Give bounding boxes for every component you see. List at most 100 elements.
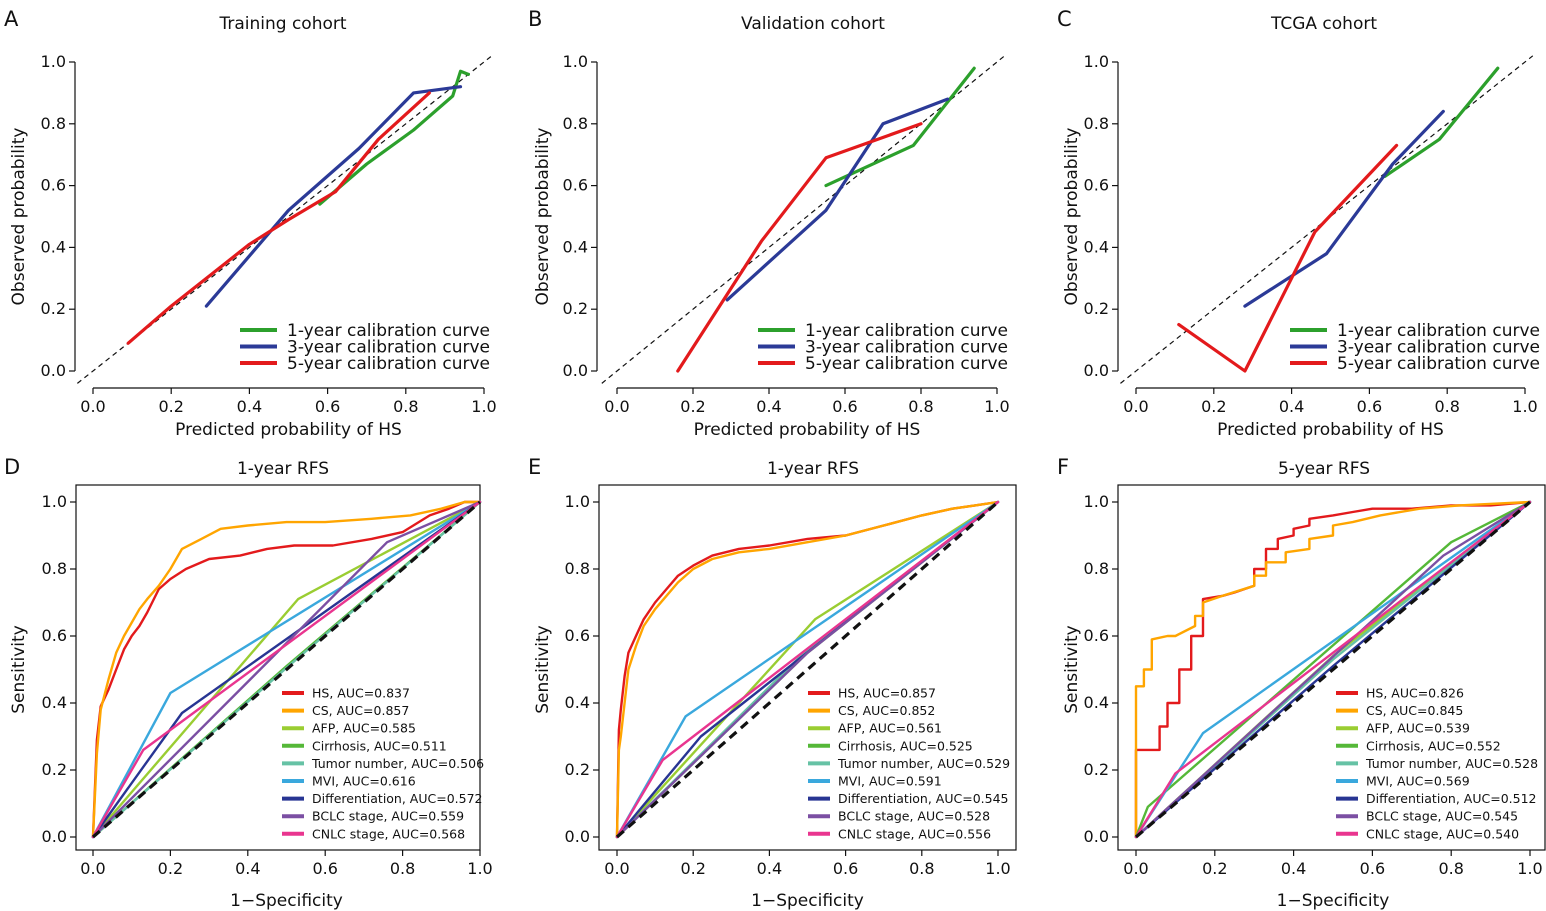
- series-line-1-year-calibration-curve: [318, 69, 470, 206]
- legend-entry: 5-year calibration curve: [287, 354, 490, 374]
- x-axis-label: 1−Specificity: [1277, 891, 1390, 911]
- x-tick-label: 0.4: [756, 397, 781, 416]
- x-tick-label: 0.4: [757, 859, 782, 878]
- x-tick-label: 0.6: [832, 397, 857, 416]
- legend-entry: Tumor number, AUC=0.528: [1365, 756, 1538, 771]
- x-tick-label: 0.2: [1202, 859, 1227, 878]
- plot-frame: [598, 484, 1017, 851]
- x-tick-label: 0.0: [80, 397, 105, 416]
- x-tick-label: 0.0: [1123, 397, 1148, 416]
- y-tick-label: 0.4: [1084, 693, 1109, 712]
- y-tick-label: 0.4: [41, 237, 66, 256]
- y-tick-label: 1.0: [41, 52, 66, 71]
- x-tick-label: 0.2: [158, 397, 183, 416]
- panel-label: B: [528, 7, 542, 31]
- y-axis-label: Observed probability: [1062, 128, 1082, 306]
- y-axis-label: Sensitivity: [1062, 625, 1082, 714]
- legend-entry: Cirrhosis, AUC=0.525: [838, 738, 973, 753]
- series-line-5-year-calibration-curve: [676, 122, 923, 373]
- series-line-cnlc-stage: [615, 500, 1000, 839]
- series-line-hs: [91, 500, 482, 839]
- x-tick-label: 0.4: [1281, 859, 1306, 878]
- legend-entry: 1-year calibration curve: [1337, 321, 1540, 341]
- x-tick-label: 0.4: [235, 859, 260, 878]
- legend-entry: BCLC stage, AUC=0.528: [838, 809, 990, 824]
- x-tick-label: 0.0: [1123, 859, 1148, 878]
- reference-line: [615, 500, 1000, 839]
- panel-label: F: [1057, 455, 1069, 479]
- y-tick-label: 0.6: [563, 176, 588, 195]
- y-tick-label: 0.0: [42, 827, 67, 846]
- x-tick-label: 1.0: [471, 397, 496, 416]
- y-tick-label: 0.8: [565, 559, 590, 578]
- reference-diagonal: [76, 55, 493, 384]
- legend-entry: AFP, AUC=0.561: [838, 721, 942, 736]
- y-tick-label: 0.6: [565, 626, 590, 645]
- x-tick-label: 0.6: [315, 397, 340, 416]
- x-tick-label: 0.0: [80, 859, 105, 878]
- y-tick-label: 0.0: [565, 827, 590, 846]
- y-axis-label: Sensitivity: [9, 625, 29, 714]
- legend-entry: 1-year calibration curve: [805, 321, 1008, 341]
- legend-entry: CS, AUC=0.857: [312, 703, 409, 718]
- x-axis-label: Predicted probability of HS: [694, 420, 921, 440]
- legend-entry: CS, AUC=0.845: [1366, 703, 1463, 718]
- x-tick-label: 0.6: [312, 859, 337, 878]
- series-line-1-year-calibration-curve: [824, 66, 976, 188]
- series-line-cnlc-stage: [1134, 500, 1532, 839]
- x-tick-label: 0.2: [680, 397, 705, 416]
- legend-entry: Tumor number, AUC=0.506: [311, 756, 484, 771]
- legend-entry: CS, AUC=0.852: [838, 703, 935, 718]
- legend-entry: Differentiation, AUC=0.572: [312, 791, 483, 806]
- y-tick-label: 0.0: [1084, 827, 1109, 846]
- series-line-cnlc-stage: [91, 500, 482, 839]
- chart-title: Validation cohort: [741, 14, 885, 34]
- plot-frame: [75, 484, 481, 851]
- y-tick-label: 0.8: [41, 114, 66, 133]
- legend-entry: 5-year calibration curve: [805, 354, 1008, 374]
- x-tick-label: 0.4: [237, 397, 262, 416]
- y-axis-label: Observed probability: [9, 128, 29, 306]
- legend-entry: AFP, AUC=0.585: [312, 721, 416, 736]
- legend-entry: CNLC stage, AUC=0.568: [312, 826, 465, 841]
- legend-entry: 3-year calibration curve: [1337, 338, 1540, 358]
- panel-label: A: [4, 7, 19, 31]
- legend-entry: Cirrhosis, AUC=0.552: [1366, 738, 1501, 753]
- y-tick-label: 0.2: [563, 299, 588, 318]
- x-tick-label: 0.8: [390, 859, 415, 878]
- chart-title: Training cohort: [218, 14, 346, 34]
- panel-f: F 5-year RFS 0.0 0.2 0.4 0.6 0.8 1.0 0.0 0.2 0.4 0.…: [1057, 455, 1546, 911]
- x-tick-label: 1.0: [1517, 859, 1542, 878]
- chart-title: 1-year RFS: [237, 459, 329, 479]
- legend-entry: MVI, AUC=0.569: [1366, 774, 1470, 789]
- x-axis-label: 1−Specificity: [230, 891, 343, 911]
- panel-label: C: [1057, 7, 1072, 31]
- y-tick-label: 0.0: [41, 361, 66, 380]
- y-tick-label: 0.4: [563, 237, 588, 256]
- legend-entry: HS, AUC=0.826: [1366, 686, 1464, 701]
- series-line-cirrhosis: [1134, 500, 1532, 839]
- x-tick-label: 0.6: [1357, 397, 1382, 416]
- legend-entry: CNLC stage, AUC=0.556: [838, 826, 991, 841]
- legend-entry: BCLC stage, AUC=0.545: [1366, 809, 1518, 824]
- legend-entry: MVI, AUC=0.591: [838, 774, 942, 789]
- legend-entry: Differentiation, AUC=0.512: [1366, 791, 1537, 806]
- x-tick-label: 1.0: [467, 859, 492, 878]
- x-tick-label: 0.6: [833, 859, 858, 878]
- legend-entry: BCLC stage, AUC=0.559: [312, 809, 464, 824]
- reference-line: [91, 500, 482, 839]
- x-tick-label: 1.0: [984, 397, 1009, 416]
- y-tick-label: 1.0: [563, 52, 588, 71]
- y-tick-label: 0.0: [563, 361, 588, 380]
- chart-title: 5-year RFS: [1278, 459, 1370, 479]
- y-tick-label: 0.8: [1084, 114, 1109, 133]
- legend-entry: HS, AUC=0.857: [838, 686, 936, 701]
- x-tick-label: 0.4: [1279, 397, 1304, 416]
- y-tick-label: 0.0: [1084, 361, 1109, 380]
- y-tick-label: 0.8: [563, 114, 588, 133]
- series-line-cs: [91, 500, 482, 839]
- y-tick-label: 0.6: [42, 626, 67, 645]
- panel-label: D: [4, 455, 20, 479]
- legend-entry: CNLC stage, AUC=0.540: [1366, 826, 1519, 841]
- reference-line: [1134, 500, 1532, 839]
